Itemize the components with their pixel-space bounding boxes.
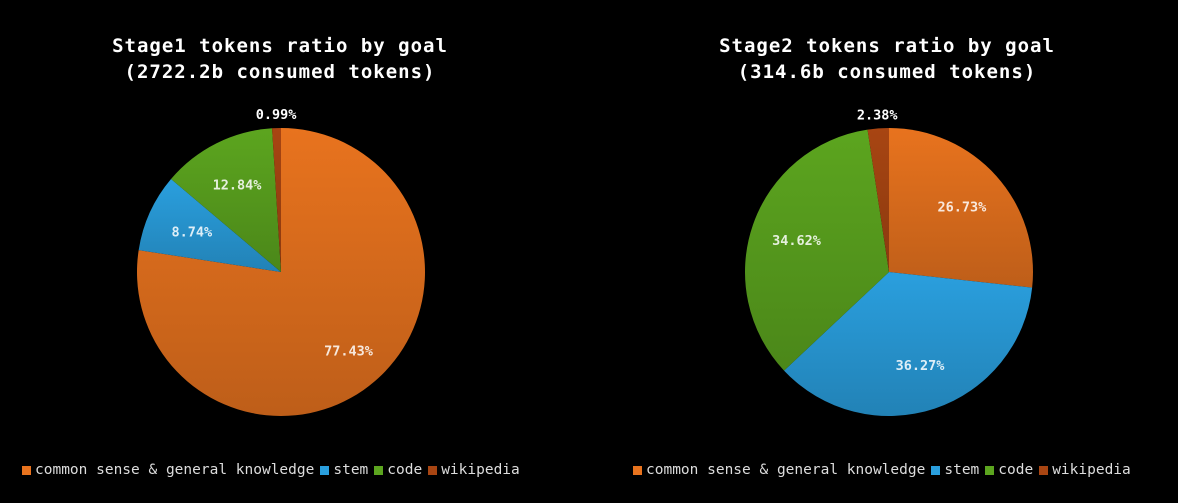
legend-swatch xyxy=(374,465,384,475)
pie-slice-code xyxy=(171,128,281,272)
legend-label: code xyxy=(998,462,1034,478)
slice-label-wikipedia: 2.38% xyxy=(857,107,899,123)
pie-slice-stem xyxy=(784,272,1033,417)
chart-title: Stage1 tokens ratio by goal (2722.2b con… xyxy=(0,33,560,85)
pie-chart-stage2: 26.73% 36.27% 34.62% 2.38% xyxy=(745,107,1033,417)
legend-item-common-sense: common sense & general knowledge xyxy=(22,462,314,478)
legend-item-wikipedia: wikipedia xyxy=(1039,462,1131,478)
pie-slice-code xyxy=(745,129,889,371)
pie-chart-stage1: 77.43% 8.74% 12.84% 0.99% xyxy=(137,107,425,416)
pie-slice-wikipedia xyxy=(272,128,281,272)
pie-slice-wikipedia xyxy=(867,128,889,272)
legend-label: code xyxy=(387,462,423,478)
slice-label-common-sense-general-knowledge: 77.43% xyxy=(324,344,374,360)
chart-subtitle-line: (314.6b consumed tokens) xyxy=(737,61,1037,83)
legend-label: wikipedia xyxy=(441,462,520,478)
legend: common sense & general knowledge stem co… xyxy=(633,462,1137,478)
legend-swatch xyxy=(320,465,330,475)
slice-label-code: 34.62% xyxy=(772,233,822,249)
slice-label-stem: 36.27% xyxy=(896,358,946,374)
chart-panel-stage1: Stage1 tokens ratio by goal (2722.2b con… xyxy=(0,33,560,478)
legend-label: stem xyxy=(944,462,980,478)
legend-swatch xyxy=(22,465,31,475)
legend-item-stem: stem xyxy=(320,462,368,478)
legend-item-code: code xyxy=(985,462,1033,478)
legend-label: stem xyxy=(333,462,369,478)
legend-item-wikipedia: wikipedia xyxy=(428,462,520,478)
legend-item-common-sense: common sense & general knowledge xyxy=(633,462,925,478)
chart-title-line: Stage2 tokens ratio by goal xyxy=(719,35,1055,57)
legend-swatch xyxy=(1039,465,1049,475)
legend-item-code: code xyxy=(374,462,422,478)
legend-swatch xyxy=(428,465,438,475)
legend-swatch xyxy=(985,465,995,475)
pie-slice-stem xyxy=(138,179,281,272)
legend-label: common sense & general knowledge xyxy=(35,462,315,478)
legend-label: common sense & general knowledge xyxy=(646,462,926,478)
slice-label-stem: 8.74% xyxy=(172,224,214,240)
chart-title: Stage2 tokens ratio by goal (314.6b cons… xyxy=(607,33,1167,85)
legend-label: wikipedia xyxy=(1052,462,1131,478)
legend: common sense & general knowledge stem co… xyxy=(22,462,526,478)
pie-slice-common-sense-general-knowledge xyxy=(889,128,1033,288)
slice-label-wikipedia: 0.99% xyxy=(256,107,298,123)
legend-swatch xyxy=(633,465,642,475)
legend-swatch xyxy=(931,465,941,475)
chart-panel-stage2: Stage2 tokens ratio by goal (314.6b cons… xyxy=(589,0,1178,503)
slice-label-code: 12.84% xyxy=(213,178,263,194)
slice-label-common-sense-general-knowledge: 26.73% xyxy=(938,200,988,216)
chart-subtitle-line: (2722.2b consumed tokens) xyxy=(124,61,436,83)
legend-item-stem: stem xyxy=(931,462,979,478)
chart-title-line: Stage1 tokens ratio by goal xyxy=(112,35,448,57)
